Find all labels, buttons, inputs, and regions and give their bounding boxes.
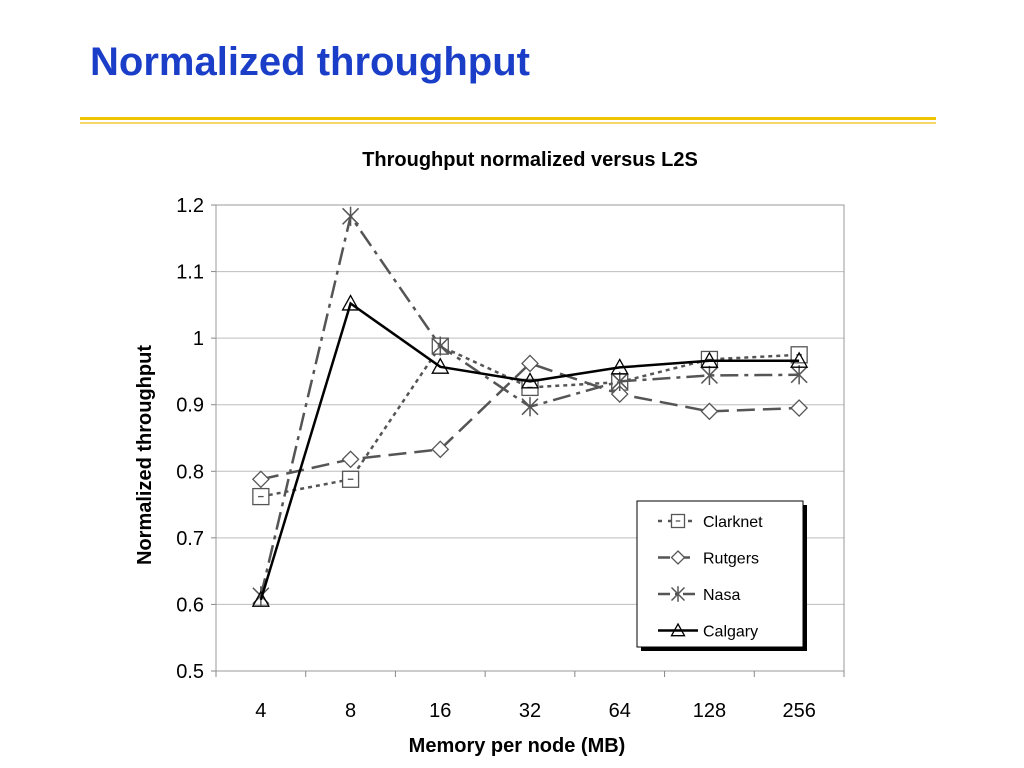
x-axis-label: Memory per node (MB) [409,735,626,757]
x-tick-label: 16 [429,700,451,722]
square-marker [670,513,686,529]
slide-title: Normalized throughput [90,40,530,84]
data-point-calgary [700,351,719,368]
legend-label: Clarknet [703,514,763,531]
triangle-marker [670,622,686,637]
y-tick-label: 1.2 [176,195,204,217]
y-tick-label: 0.5 [176,661,204,683]
y-tick-label: 0.8 [176,461,204,483]
legend-item-rutgers: Rutgers [658,550,759,568]
legend-item-nasa: Nasa [658,586,740,604]
legend-label: Nasa [703,587,740,604]
legend: Clarknet Rutgers Nasa Calgary [636,500,807,651]
data-point-rutgers [700,402,719,421]
data-point-rutgers [251,470,270,489]
data-point-rutgers [341,450,360,469]
data-point-calgary [431,357,450,374]
y-tick-label: 0.6 [176,594,204,616]
data-point-nasa [611,371,629,392]
data-point-nasa [431,336,449,356]
legend-label: Calgary [703,624,758,641]
x-tick-label: 128 [693,700,726,722]
legend-label: Rutgers [703,551,759,568]
legend-box [636,500,804,648]
data-point-calgary [341,294,360,311]
data-point-nasa [342,206,360,226]
x-axis-ticks [215,671,845,677]
data-point-calgary [520,372,540,389]
data-point-nasa [790,365,808,385]
series-line-calgary [259,301,800,601]
x-tick-label: 256 [782,700,815,722]
plot-area [215,204,845,672]
y-tick-label: 0.7 [176,528,204,550]
title-divider-shadow [80,122,936,124]
y-tick-label: 0.9 [176,395,204,417]
series-calgary [251,294,809,607]
x-tick-label: 32 [519,700,541,722]
title-divider [80,117,936,120]
x-tick-label: 64 [609,700,631,722]
asterisk-marker [670,586,686,602]
data-point-calgary [610,358,629,375]
diamond-marker [670,550,686,565]
series-rutgers [251,354,809,489]
legend-item-calgary: Calgary [658,622,758,641]
data-point-calgary [251,590,270,607]
data-point-rutgers [521,354,539,373]
data-point-rutgers [610,385,629,403]
y-axis-label: Normalized throughput [134,345,156,565]
data-point-clarknet [341,470,360,488]
chart-title: Throughput normalized versus L2S [362,149,698,171]
data-point-rutgers [790,399,809,417]
series-lines [251,206,809,607]
data-point-nasa [700,365,718,386]
y-axis-tick-labels: 0.5 0.6 0.7 0.8 0.9 1 1.1 1.2 [176,195,204,683]
data-point-nasa [521,397,539,417]
y-tick-label: 1 [193,328,204,350]
x-tick-label: 8 [345,700,356,722]
data-point-clarknet [252,487,270,506]
y-tick-label: 1.1 [176,262,204,284]
x-tick-label: 4 [255,700,266,722]
data-point-rutgers [431,440,450,459]
series-nasa [252,206,808,606]
x-axis-tick-labels: 4 8 16 32 64 128 256 [255,700,816,722]
legend-item-clarknet: Clarknet [658,513,763,531]
data-point-calgary [790,351,809,368]
